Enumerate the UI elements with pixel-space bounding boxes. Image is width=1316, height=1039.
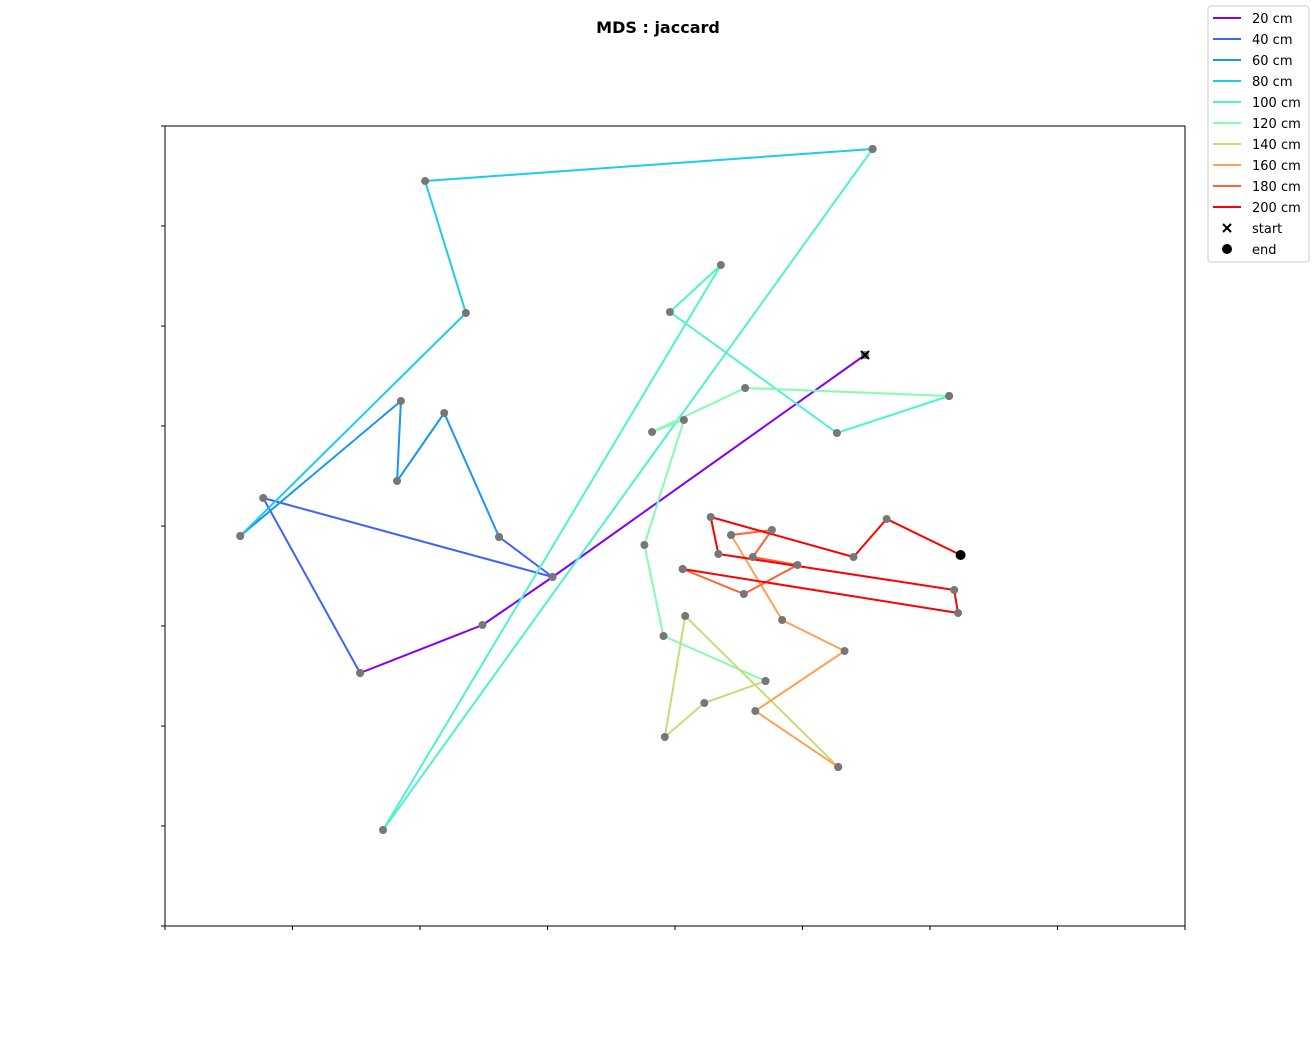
data-point-200cm-4 [706, 513, 715, 521]
legend-label: 60 cm [1252, 54, 1293, 69]
data-point-60cm-1 [440, 409, 449, 417]
legend-label: end [1252, 243, 1277, 258]
legend-label: start [1252, 222, 1282, 237]
legend-item-160cm: 160 cm [1213, 159, 1301, 174]
series-line-20cm [359, 354, 866, 674]
data-point-200cm-6 [882, 515, 891, 523]
data-point-180cm-2 [748, 553, 757, 561]
data-point-80cm-1 [461, 309, 470, 317]
legend-item-start: start [1222, 222, 1282, 237]
data-point-160cm-3 [778, 616, 787, 624]
data-point-140cm-2 [660, 733, 669, 741]
data-point-200cm-2 [950, 586, 959, 594]
data-point-200cm-1 [954, 609, 963, 617]
data-point-40cm-0 [356, 669, 365, 677]
data-point-160cm-0 [834, 763, 843, 771]
legend-label: 160 cm [1252, 159, 1301, 174]
legend-box [1207, 5, 1310, 263]
legend-x-symbol [1222, 223, 1232, 233]
data-point-140cm-3 [681, 612, 690, 620]
data-point-120cm-5 [659, 632, 668, 640]
data-point-80cm-2 [421, 177, 430, 185]
legend-item-140cm: 140 cm [1213, 138, 1301, 153]
data-point-100cm-3 [665, 308, 674, 316]
data-point-60cm-2 [393, 477, 402, 485]
data-point-40cm-1 [259, 494, 268, 502]
legend-label: 40 cm [1252, 33, 1293, 48]
legend: 20 cm 40 cm 60 cm 80 cm 100 cm 120 cm 140 cm 16… [1207, 5, 1310, 263]
data-point-180cm-3 [793, 561, 802, 569]
data-point-20cm-2 [478, 621, 487, 629]
data-point-120cm-0 [945, 392, 954, 400]
legend-label: 200 cm [1252, 201, 1301, 216]
data-point-60cm-3 [396, 397, 405, 405]
legend-item-40cm: 40 cm [1213, 33, 1293, 48]
legend-label: 180 cm [1252, 180, 1301, 195]
series-line-180cm [682, 529, 799, 595]
data-point-80cm-0 [236, 532, 245, 540]
legend-dot-symbol [1222, 244, 1232, 254]
legend-item-100cm: 100 cm [1213, 96, 1301, 111]
data-point-100cm-4 [832, 429, 841, 437]
legend-item-60cm: 60 cm [1213, 54, 1293, 69]
data-point-40cm-2 [548, 573, 557, 581]
plot-area [161, 125, 1186, 930]
data-point-100cm-0 [868, 145, 877, 153]
legend-item-end: end [1222, 243, 1277, 258]
data-point-200cm-0 [678, 565, 687, 573]
data-point-200cm-3 [714, 550, 723, 558]
start-marker [860, 350, 870, 360]
data-point-180cm-0 [727, 531, 736, 539]
legend-item-120cm: 120 cm [1213, 117, 1301, 132]
series-line-80cm [239, 148, 873, 537]
data-point-120cm-3 [679, 416, 688, 424]
data-point-180cm-1 [767, 526, 776, 534]
legend-item-200cm: 200 cm [1213, 201, 1301, 216]
legend-item-20cm: 20 cm [1213, 12, 1293, 27]
legend-label: 120 cm [1252, 117, 1301, 132]
data-point-120cm-4 [640, 541, 649, 549]
axis-ticks [161, 125, 1186, 930]
data-point-140cm-1 [700, 699, 709, 707]
data-point-100cm-1 [379, 826, 388, 834]
series-line-100cm [382, 148, 950, 831]
legend-item-180cm: 180 cm [1213, 180, 1301, 195]
series-line-40cm [262, 497, 554, 674]
legend-label: 20 cm [1252, 12, 1293, 27]
chart-title: MDS : jaccard [596, 18, 720, 37]
data-point-160cm-2 [840, 647, 849, 655]
legend-item-80cm: 80 cm [1213, 75, 1293, 90]
end-marker [955, 550, 966, 560]
data-point-160cm-1 [751, 707, 760, 715]
legend-label: 140 cm [1252, 138, 1301, 153]
data-point-140cm-0 [761, 677, 770, 685]
data-point-120cm-1 [741, 384, 750, 392]
data-point-200cm-5 [849, 553, 858, 561]
legend-label: 100 cm [1252, 96, 1301, 111]
start-end-markers [860, 350, 966, 560]
data-point-60cm-0 [495, 533, 504, 541]
data-point-100cm-2 [716, 261, 725, 269]
data-point-120cm-2 [648, 428, 657, 436]
data-point-180cm-4 [739, 590, 748, 598]
legend-label: 80 cm [1252, 75, 1293, 90]
